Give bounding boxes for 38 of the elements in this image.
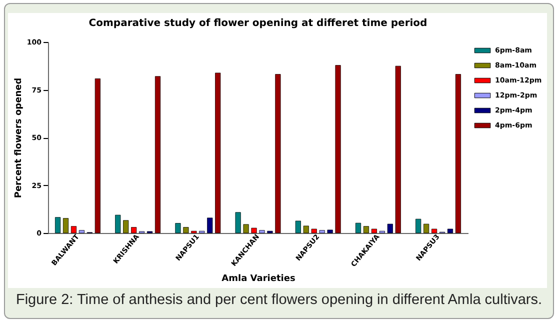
bar [395, 66, 401, 234]
bar [416, 218, 422, 234]
bar [295, 220, 301, 234]
bar [319, 230, 325, 234]
bar [311, 228, 317, 234]
bar [55, 217, 61, 234]
bar [259, 230, 265, 234]
bar [371, 228, 377, 234]
bar [424, 224, 430, 234]
bar [275, 74, 281, 234]
bar [62, 218, 69, 234]
bar [355, 222, 362, 234]
bar [431, 228, 438, 234]
bar [215, 72, 221, 234]
bar [447, 228, 454, 234]
bar [115, 214, 121, 234]
bar [94, 78, 100, 234]
bar [251, 228, 257, 234]
bar [207, 218, 213, 234]
bar [243, 224, 249, 234]
bar [455, 74, 461, 234]
bar [131, 227, 137, 234]
bar [303, 226, 309, 234]
bar [175, 223, 181, 234]
bar [154, 76, 161, 234]
bar [78, 230, 85, 234]
bar [70, 226, 77, 234]
x-axis-title: Amla Varieties [222, 274, 296, 284]
caption: Figure 2: Time of anthesis and per cent flowers opening in different Amla cultivars. [14, 292, 544, 308]
chart-title: Comparative study of flower opening at differet time period [88, 18, 428, 29]
bar [387, 224, 393, 234]
bar [183, 227, 189, 234]
bar [123, 220, 129, 234]
bar [335, 65, 341, 234]
bar [327, 230, 333, 234]
bar [363, 226, 369, 234]
y-axis-title: Percent flowers opened [14, 78, 24, 198]
bar [235, 212, 241, 234]
